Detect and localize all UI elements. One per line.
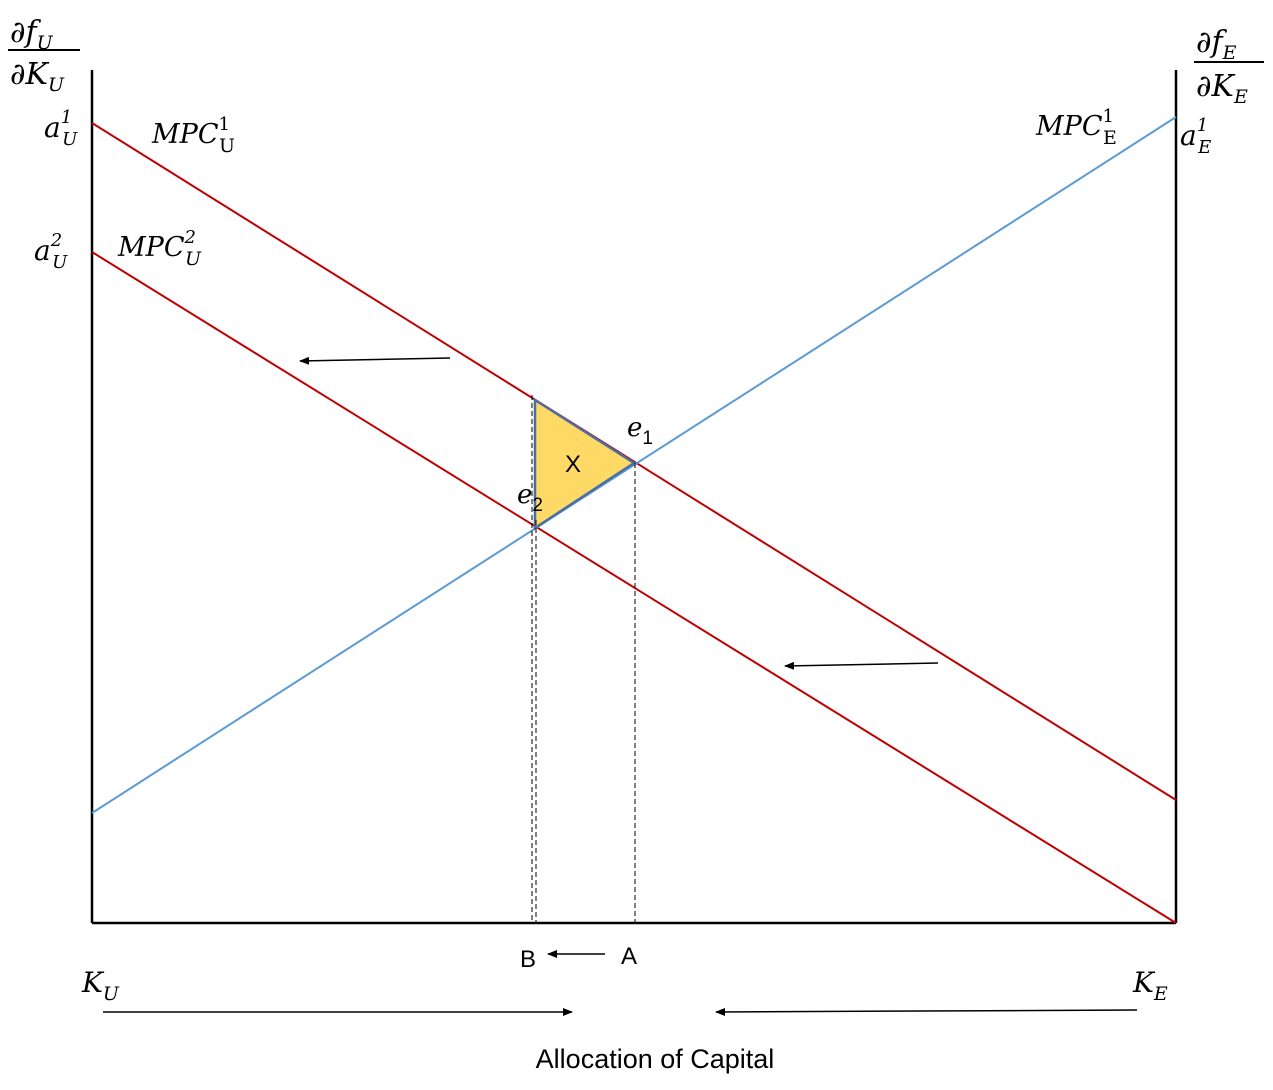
mpc-u2-label: MPC2 U [117,227,202,270]
intercept-au2-label: a2 U [34,230,68,273]
mark-b-label: B [520,946,536,973]
area-x-label: X [565,451,581,478]
right-axis-label: ∂fE ∂KE [1194,25,1264,108]
mark-a-label: A [621,943,637,970]
mpc-u1-label: MPC1 U [151,114,235,157]
left-axis-label: ∂fU ∂KU [8,15,80,96]
e1-label: e1 [627,413,653,449]
mpc-u2-line [91,251,1177,924]
mpc-u1-line [91,122,1177,801]
intercept-au1-label: a1 U [44,107,78,150]
intercept-ae1-label: a1 E [1180,115,1211,158]
k-e-direction-arrow [715,1007,1138,1016]
svg-text:∂KU: ∂KU [10,57,65,96]
mpc-e1-label: MPC1 E [1035,106,1117,149]
shift-arrow-lower [784,661,939,670]
e2-label: e2 [517,480,543,516]
mpc-e1-line [91,116,1177,814]
k-e-label: KE [1132,966,1168,1005]
svg-text:∂fU: ∂fU [10,15,54,54]
caption: Allocation of Capital [536,1044,775,1074]
svg-text:∂fE: ∂fE [1196,25,1237,64]
svg-text:∂KE: ∂KE [1196,69,1248,108]
area-x-triangle [533,397,637,531]
k-u-label: KU [81,966,120,1005]
shift-arrow-upper [299,356,451,365]
